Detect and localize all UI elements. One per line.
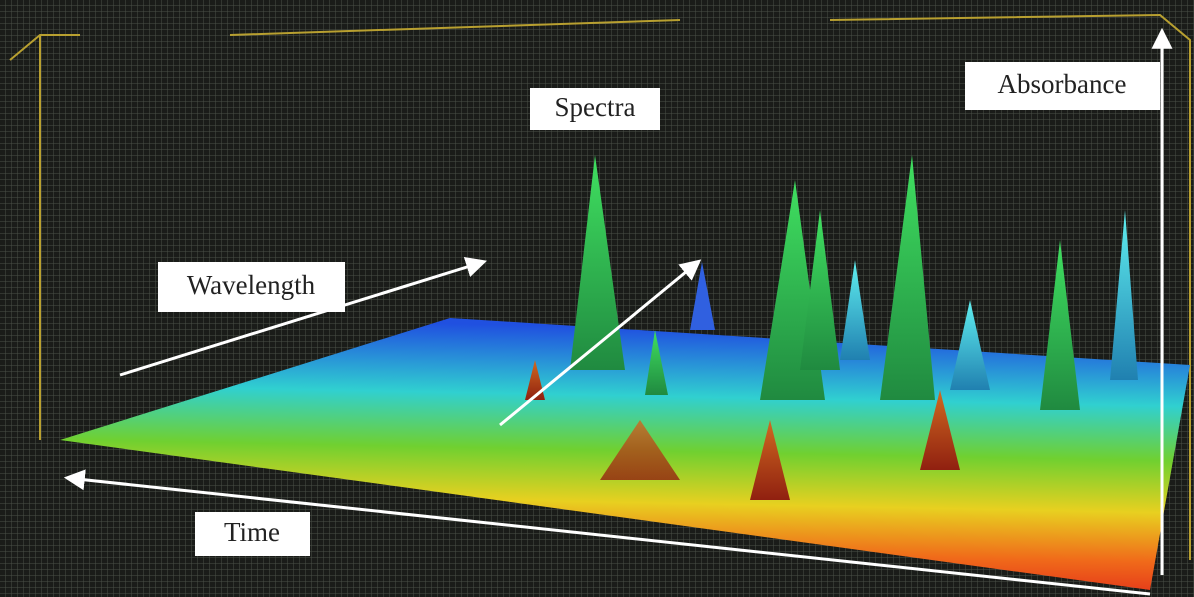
time-label: Time <box>224 517 280 547</box>
page: {"labels": {"spectra": "Spectra", "absor… <box>0 0 1194 597</box>
body: Spectra Absorbance Wavelength Time (() =… <box>0 0 1194 597</box>
spectra-label: Spectra <box>555 92 636 122</box>
wavelength-label: Wavelength <box>187 270 316 300</box>
absorbance-label: Absorbance <box>998 69 1127 99</box>
surface-plot: Spectra Absorbance Wavelength Time <box>0 0 1194 597</box>
